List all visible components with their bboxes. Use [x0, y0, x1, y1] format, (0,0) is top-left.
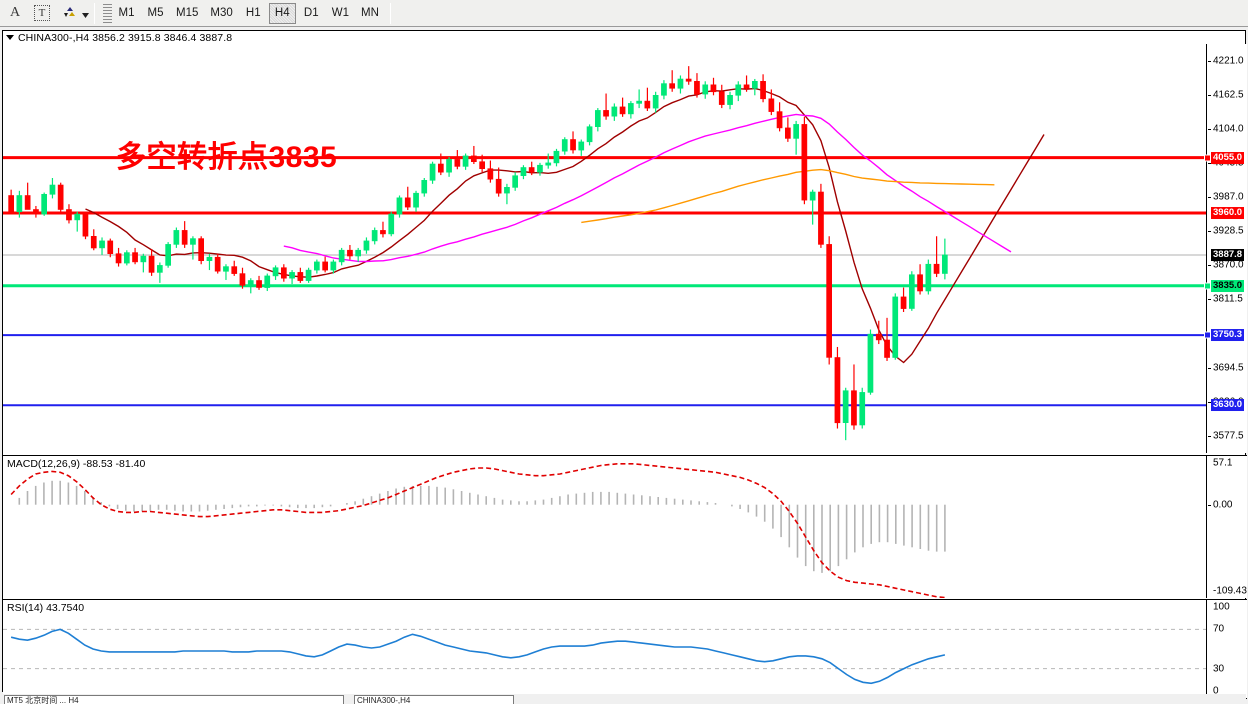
- symbol-header-text: CHINA300-,H4 3856.2 3915.8 3846.4 3887.8: [18, 31, 233, 44]
- timeframe-m30[interactable]: M30: [210, 7, 233, 19]
- chart-tab-2[interactable]: CHINA300-,H4: [354, 695, 514, 704]
- timeframe-w1[interactable]: W1: [331, 7, 349, 19]
- price-tickmark: [1208, 299, 1211, 301]
- price-tickmark: [1208, 231, 1211, 233]
- chart-tabs-strip: MT5 北京时间 ... H4 CHINA300-,H4: [2, 694, 1246, 704]
- price-level-tag[interactable]: 3835.0: [1211, 279, 1245, 292]
- rsi-pane: RSI(14) 43.7540 100 70 30 0: [3, 599, 1247, 698]
- price-tick-label: 3928.5: [1213, 225, 1244, 237]
- objects-tool-icon[interactable]: [57, 2, 81, 25]
- price-tick-label: 4162.5: [1213, 89, 1244, 101]
- price-pane: 多空转折点3835 4221.04162.54104.04045.53987.0…: [3, 44, 1247, 453]
- timeframe-mn[interactable]: MN: [361, 7, 379, 19]
- price-tickmark: [1208, 163, 1211, 165]
- chart-frame: CHINA300-,H4 3856.2 3915.8 3846.4 3887.8…: [2, 30, 1247, 704]
- chart-tab-1[interactable]: MT5 北京时间 ... H4: [4, 695, 344, 704]
- text-label-tool-icon[interactable]: T: [30, 2, 54, 25]
- rsi-tick-label: 30: [1213, 663, 1225, 675]
- price-level-tag[interactable]: 3887.8: [1211, 249, 1245, 261]
- price-level-tag[interactable]: 3750.3: [1211, 329, 1245, 342]
- level-drag-handle[interactable]: [1204, 331, 1211, 339]
- macd-pane: MACD(12,26,9) -88.53 -81.40 57.1 0.00 -109…: [3, 455, 1247, 598]
- chart-annotation-text: 多空转折点3835: [116, 141, 338, 174]
- price-tickmark: [1208, 197, 1211, 199]
- price-series: [3, 66, 1206, 441]
- toolbar-divider-2: [389, 2, 391, 24]
- price-level-tag[interactable]: 3960.0: [1211, 206, 1245, 219]
- objects-glyph: [64, 7, 75, 17]
- macd-tick-label: -109.43: [1213, 585, 1247, 597]
- text-label-glyph: T: [34, 5, 50, 21]
- price-tickmark: [1208, 94, 1211, 96]
- collapse-triangle-icon[interactable]: [6, 35, 14, 40]
- price-tickmark: [1208, 401, 1211, 403]
- timeframe-h1[interactable]: H1: [245, 7, 261, 19]
- price-tickmark: [1208, 367, 1211, 369]
- price-level-tag[interactable]: 3630.0: [1211, 399, 1245, 412]
- rsi-tick-label: 70: [1213, 623, 1225, 635]
- price-tick-label: 4221.0: [1213, 55, 1244, 67]
- toolbar: A T M1 M5 M15 M30 H1 H4 D1 W1 MN: [0, 0, 1248, 27]
- macd-tick-label: 0.00: [1213, 499, 1233, 511]
- timeframe-m5[interactable]: M5: [147, 7, 164, 19]
- price-tickmark: [1208, 435, 1211, 437]
- timeframe-m1[interactable]: M1: [118, 7, 135, 19]
- toolbar-divider: [94, 2, 95, 24]
- macd-tickmark: [1208, 504, 1211, 506]
- chevron-down-icon[interactable]: [81, 3, 90, 23]
- price-tick-label: 3870.0: [1213, 259, 1244, 271]
- symbol-header[interactable]: CHINA300-,H4 3856.2 3915.8 3846.4 3887.8: [3, 31, 1245, 44]
- price-plot-area[interactable]: 多空转折点3835: [3, 44, 1207, 453]
- macd-series: [10, 463, 946, 598]
- rsi-series: [3, 628, 1206, 685]
- price-tick-label: 3987.0: [1213, 191, 1244, 203]
- price-tick-label: 3577.5: [1213, 430, 1244, 442]
- price-tickmark: [1208, 265, 1211, 267]
- price-tickmark: [1208, 60, 1211, 62]
- toolbar-grip[interactable]: [103, 3, 112, 23]
- macd-plot-area[interactable]: MACD(12,26,9) -88.53 -81.40: [3, 456, 1207, 598]
- rsi-plot-area[interactable]: RSI(14) 43.7540: [3, 600, 1207, 698]
- macd-axis[interactable]: 57.1 0.00 -109.43: [1208, 456, 1247, 598]
- rsi-axis[interactable]: 100 70 30 0: [1208, 600, 1247, 698]
- price-axis[interactable]: 4221.04162.54104.04045.53987.03928.53870…: [1204, 44, 1247, 453]
- price-tick-label: 3694.5: [1213, 362, 1244, 374]
- timeframe-h4[interactable]: H4: [268, 2, 296, 24]
- level-drag-handle[interactable]: [1204, 282, 1211, 290]
- rsi-tick-label: 100: [1213, 601, 1230, 613]
- level-drag-handle[interactable]: [1204, 154, 1211, 162]
- timeframe-d1[interactable]: D1: [303, 7, 319, 19]
- price-level-tag[interactable]: 4055.0: [1211, 151, 1245, 164]
- rsi-label: RSI(14) 43.7540: [7, 602, 85, 614]
- macd-tick-label: 57.1: [1213, 457, 1233, 469]
- timeframe-m15[interactable]: M15: [176, 7, 199, 19]
- price-tick-label: 4104.0: [1213, 123, 1244, 135]
- price-tickmark: [1208, 129, 1211, 131]
- macd-label: MACD(12,26,9) -88.53 -81.40: [7, 458, 146, 470]
- text-tool-icon[interactable]: A: [9, 5, 21, 20]
- rsi-tick-label: 0: [1213, 685, 1219, 697]
- price-tick-label: 3811.5: [1213, 293, 1243, 305]
